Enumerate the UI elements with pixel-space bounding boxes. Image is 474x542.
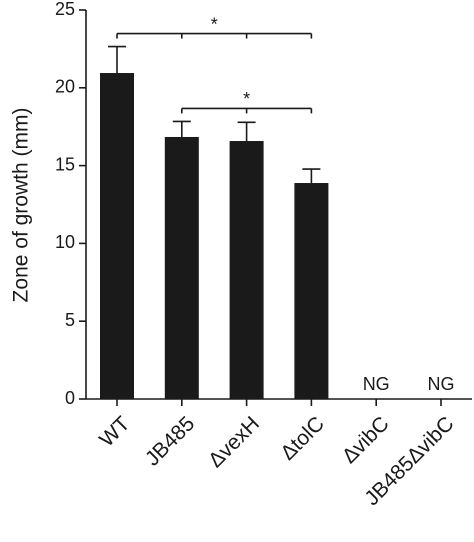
y-tick-label: 0 xyxy=(65,388,75,408)
value-label: NG xyxy=(363,374,390,394)
bar xyxy=(164,136,199,399)
y-tick-label: 20 xyxy=(55,77,75,97)
x-tick-label: WT xyxy=(95,412,134,451)
y-tick-label: 5 xyxy=(65,310,75,330)
y-axis-label: Zone of growth (mm) xyxy=(10,108,33,303)
x-tick-label: JB485 xyxy=(141,412,199,470)
significance-label: * xyxy=(243,89,250,109)
x-tick-label: ΔvexH xyxy=(204,412,264,472)
bar xyxy=(100,73,134,399)
significance-label: * xyxy=(211,14,218,34)
x-tick-label: ΔtolC xyxy=(276,412,329,465)
y-tick-label: 10 xyxy=(55,232,75,252)
value-label: NG xyxy=(428,374,455,394)
y-tick-label: 25 xyxy=(55,0,75,19)
y-tick-label: 15 xyxy=(55,154,75,174)
bar xyxy=(229,141,264,399)
bar xyxy=(294,183,329,399)
x-tick-label: ΔvibC xyxy=(338,412,394,468)
